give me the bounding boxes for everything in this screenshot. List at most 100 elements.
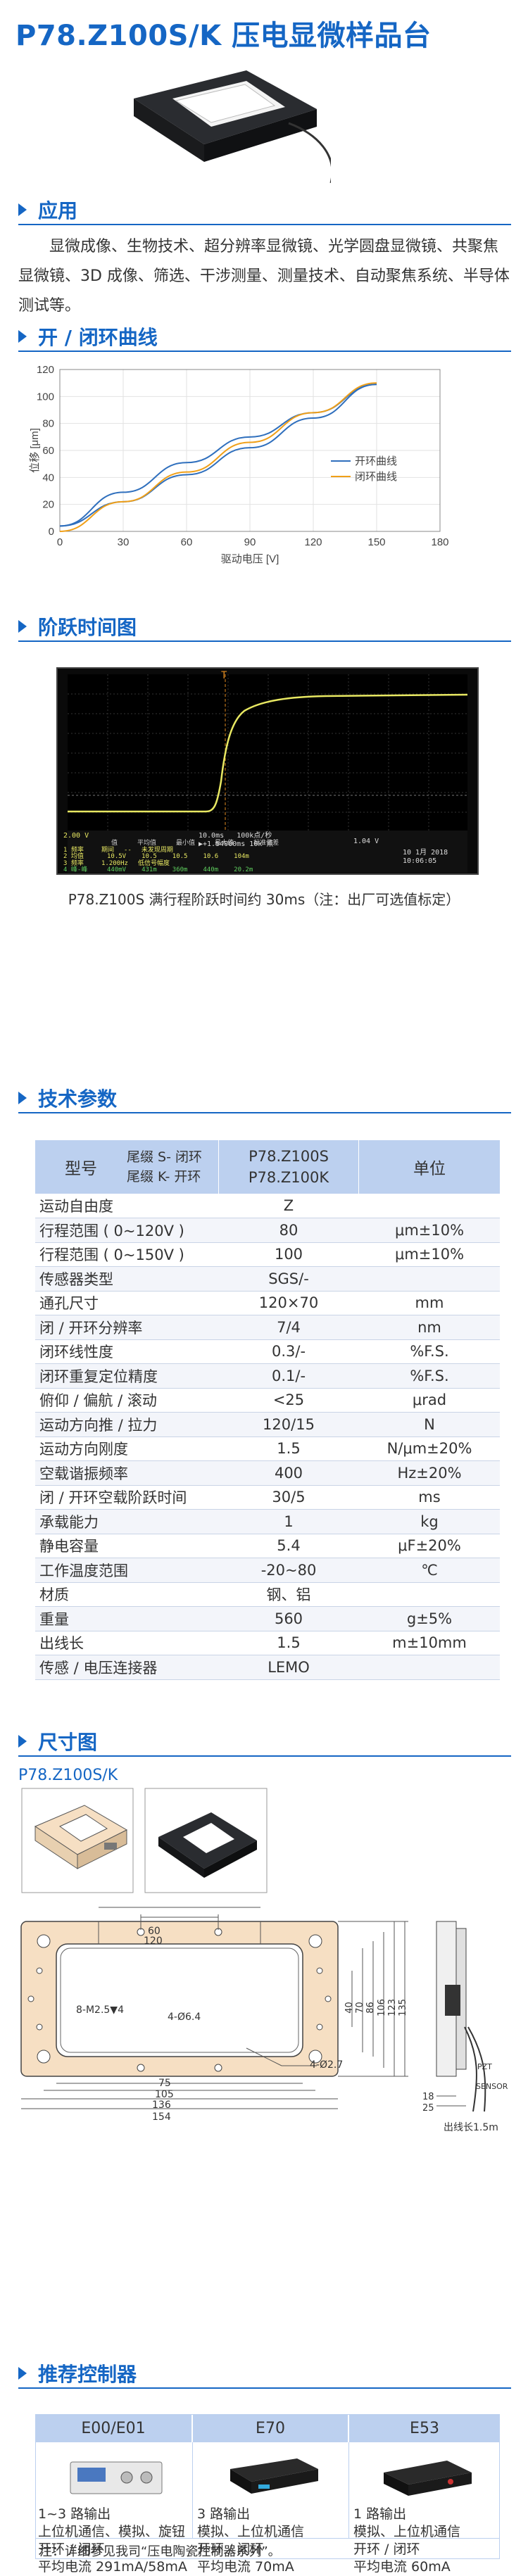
spec-param: 承载能力 [35, 1509, 218, 1534]
spec-value: 1 [218, 1509, 359, 1534]
controller-note: 注：详细参见我司“压电陶瓷控制器系列”。 [35, 2538, 500, 2559]
dim-123: 123 [386, 1999, 398, 2016]
divider [348, 2442, 349, 2538]
spec-value: 80 [218, 1218, 359, 1243]
spec-unit: g±5% [359, 1606, 500, 1631]
spec-unit [359, 1266, 500, 1292]
dim-106: 106 [376, 1999, 387, 2016]
table-row: 通孔尺寸 120×70 mm [35, 1291, 500, 1315]
spec-param: 运动方向推 / 拉力 [35, 1412, 218, 1437]
scope-timebase: 10.0ms 100k点/秒 ▶+1.54000ms 10k 点 [199, 832, 274, 848]
product-image [134, 70, 331, 183]
section-dimensions-heading: 尺寸图 [18, 1727, 97, 1755]
controller-e70-name: E70 [193, 2414, 348, 2442]
spec-table-header: 型号 尾缀 S- 闭环 尾缀 K- 开环 P78.Z100S P78.Z100K… [35, 1140, 500, 1194]
spec-param: 传感器类型 [35, 1266, 218, 1292]
spec-value: 0.3/- [218, 1339, 359, 1364]
spec-param: 闭环重复定位精度 [35, 1363, 218, 1389]
spec-value: 120×70 [218, 1291, 359, 1315]
spec-unit: μF±20% [359, 1534, 500, 1558]
section-controllers-heading: 推荐控制器 [18, 2359, 137, 2387]
y-tick-label: 0 [49, 526, 54, 538]
oscilloscope-trace [68, 674, 468, 873]
scope-status: 2.00 V [63, 832, 89, 840]
plot-frame [59, 369, 441, 532]
spec-unit [359, 1582, 500, 1607]
spec-param: 闭 / 开环分辨率 [35, 1315, 218, 1340]
spec-value: 1.5 [218, 1437, 359, 1461]
table-row: 空载谐振频率 400 Hz±20% [35, 1460, 500, 1486]
x-tick-label: 150 [367, 536, 385, 548]
dim-70: 70 [354, 2002, 365, 2014]
divider [18, 1755, 511, 1757]
spec-param: 传感 / 电压连接器 [35, 1655, 218, 1680]
spec-param: 运动方向刚度 [35, 1437, 218, 1461]
section-application-heading: 应用 [18, 196, 77, 224]
spec-value: LEMO [218, 1655, 359, 1680]
spec-param: 行程范围 ( 0~150V ) [35, 1242, 218, 1267]
ch1-scale: 2.00 V [63, 832, 89, 840]
spec-header-model: 型号 [65, 1160, 97, 1178]
section-curve-heading: 开 / 闭环曲线 [18, 322, 158, 351]
spec-unit: ℃ [359, 1558, 500, 1583]
table-row: 俯仰 / 偏航 / 滚动 <25 μrad [35, 1388, 500, 1413]
dim-120: 120 [144, 1936, 163, 1947]
spec-unit: Hz±20% [359, 1460, 500, 1486]
table-row: 行程范围 ( 0~150V ) 100 μm±10% [35, 1242, 500, 1267]
dimension-model-label: P78.Z100S/K [18, 1767, 118, 1784]
label-sensor: SENSOR [476, 2082, 508, 2091]
x-tick-label: 90 [244, 536, 256, 548]
spec-param: 出线长 [35, 1631, 218, 1655]
table-row: 工作温度范围 -20~80 ℃ [35, 1558, 500, 1583]
dim-40: 40 [344, 2002, 355, 2014]
dim-hole2: 4-Ø2.7 [310, 2059, 344, 2071]
dim-86: 86 [365, 2002, 376, 2014]
table-row: 传感器类型 SGS/- [35, 1266, 500, 1292]
triangle-icon [18, 203, 27, 216]
table-row: 闭环重复定位精度 0.1/- %F.S. [35, 1363, 500, 1389]
spec-unit: N [359, 1412, 500, 1437]
spec-param: 行程范围 ( 0~120V ) [35, 1218, 218, 1243]
divider [18, 2387, 511, 2389]
spec-value: 1.5 [218, 1631, 359, 1655]
spec-unit: ms [359, 1485, 500, 1510]
spec-unit: N/μm±20% [359, 1437, 500, 1461]
x-tick-label: 120 [304, 536, 322, 548]
spec-param: 闭环线性度 [35, 1339, 218, 1364]
spec-param: 工作温度范围 [35, 1558, 218, 1583]
controller-e70-image [230, 2458, 318, 2494]
y-axis-label: 位移 [μm] [29, 428, 41, 473]
trigger-marker: T [221, 670, 227, 681]
dim-thread: 8-M2.5▼4 [76, 2004, 124, 2016]
triangle-icon [18, 620, 27, 633]
table-row: 闭 / 开环分辨率 7/4 nm [35, 1315, 500, 1340]
step-caption: P78.Z100S 满行程阶跃时间约 30ms（注：出厂可选值标定） [68, 891, 460, 908]
spec-unit: mm [359, 1291, 500, 1315]
spec-value: 400 [218, 1460, 359, 1486]
x-tick-label: 180 [431, 536, 448, 548]
x-axis-label: 驱动电压 [V] [221, 553, 279, 565]
technical-drawing [20, 1907, 486, 2112]
spec-param: 重量 [35, 1606, 218, 1631]
dim-hole: 4-Ø6.4 [168, 2012, 201, 2023]
page-title: P78.Z100S/K 压电显微样品台 [15, 20, 432, 52]
spec-value: 560 [218, 1606, 359, 1631]
controller-e00-name: E00/E01 [35, 2414, 191, 2442]
scope-trigger-level: 1.04 V [353, 838, 379, 845]
dim-154: 154 [152, 2111, 171, 2123]
dim-60: 60 [148, 1926, 161, 1937]
spec-value: <25 [218, 1388, 359, 1413]
spec-value: -20~80 [218, 1558, 359, 1583]
spec-value: 120/15 [218, 1412, 359, 1437]
spec-unit: μm±10% [359, 1218, 500, 1243]
y-tick-label: 80 [42, 418, 54, 430]
spec-unit: %F.S. [359, 1363, 500, 1389]
divider [18, 1112, 511, 1113]
spec-value: 7/4 [218, 1315, 359, 1340]
controller-e53-name: E53 [349, 2414, 500, 2442]
divider [18, 640, 511, 642]
section-step-heading: 阶跃时间图 [18, 612, 137, 640]
table-row: 行程范围 ( 0~120V ) 80 μm±10% [35, 1218, 500, 1243]
spec-unit [359, 1655, 500, 1680]
application-text: 显微成像、生物技术、超分辨率显微镜、光学圆盘显微镜、共聚焦显微镜、3D 成像、筛… [18, 238, 510, 315]
